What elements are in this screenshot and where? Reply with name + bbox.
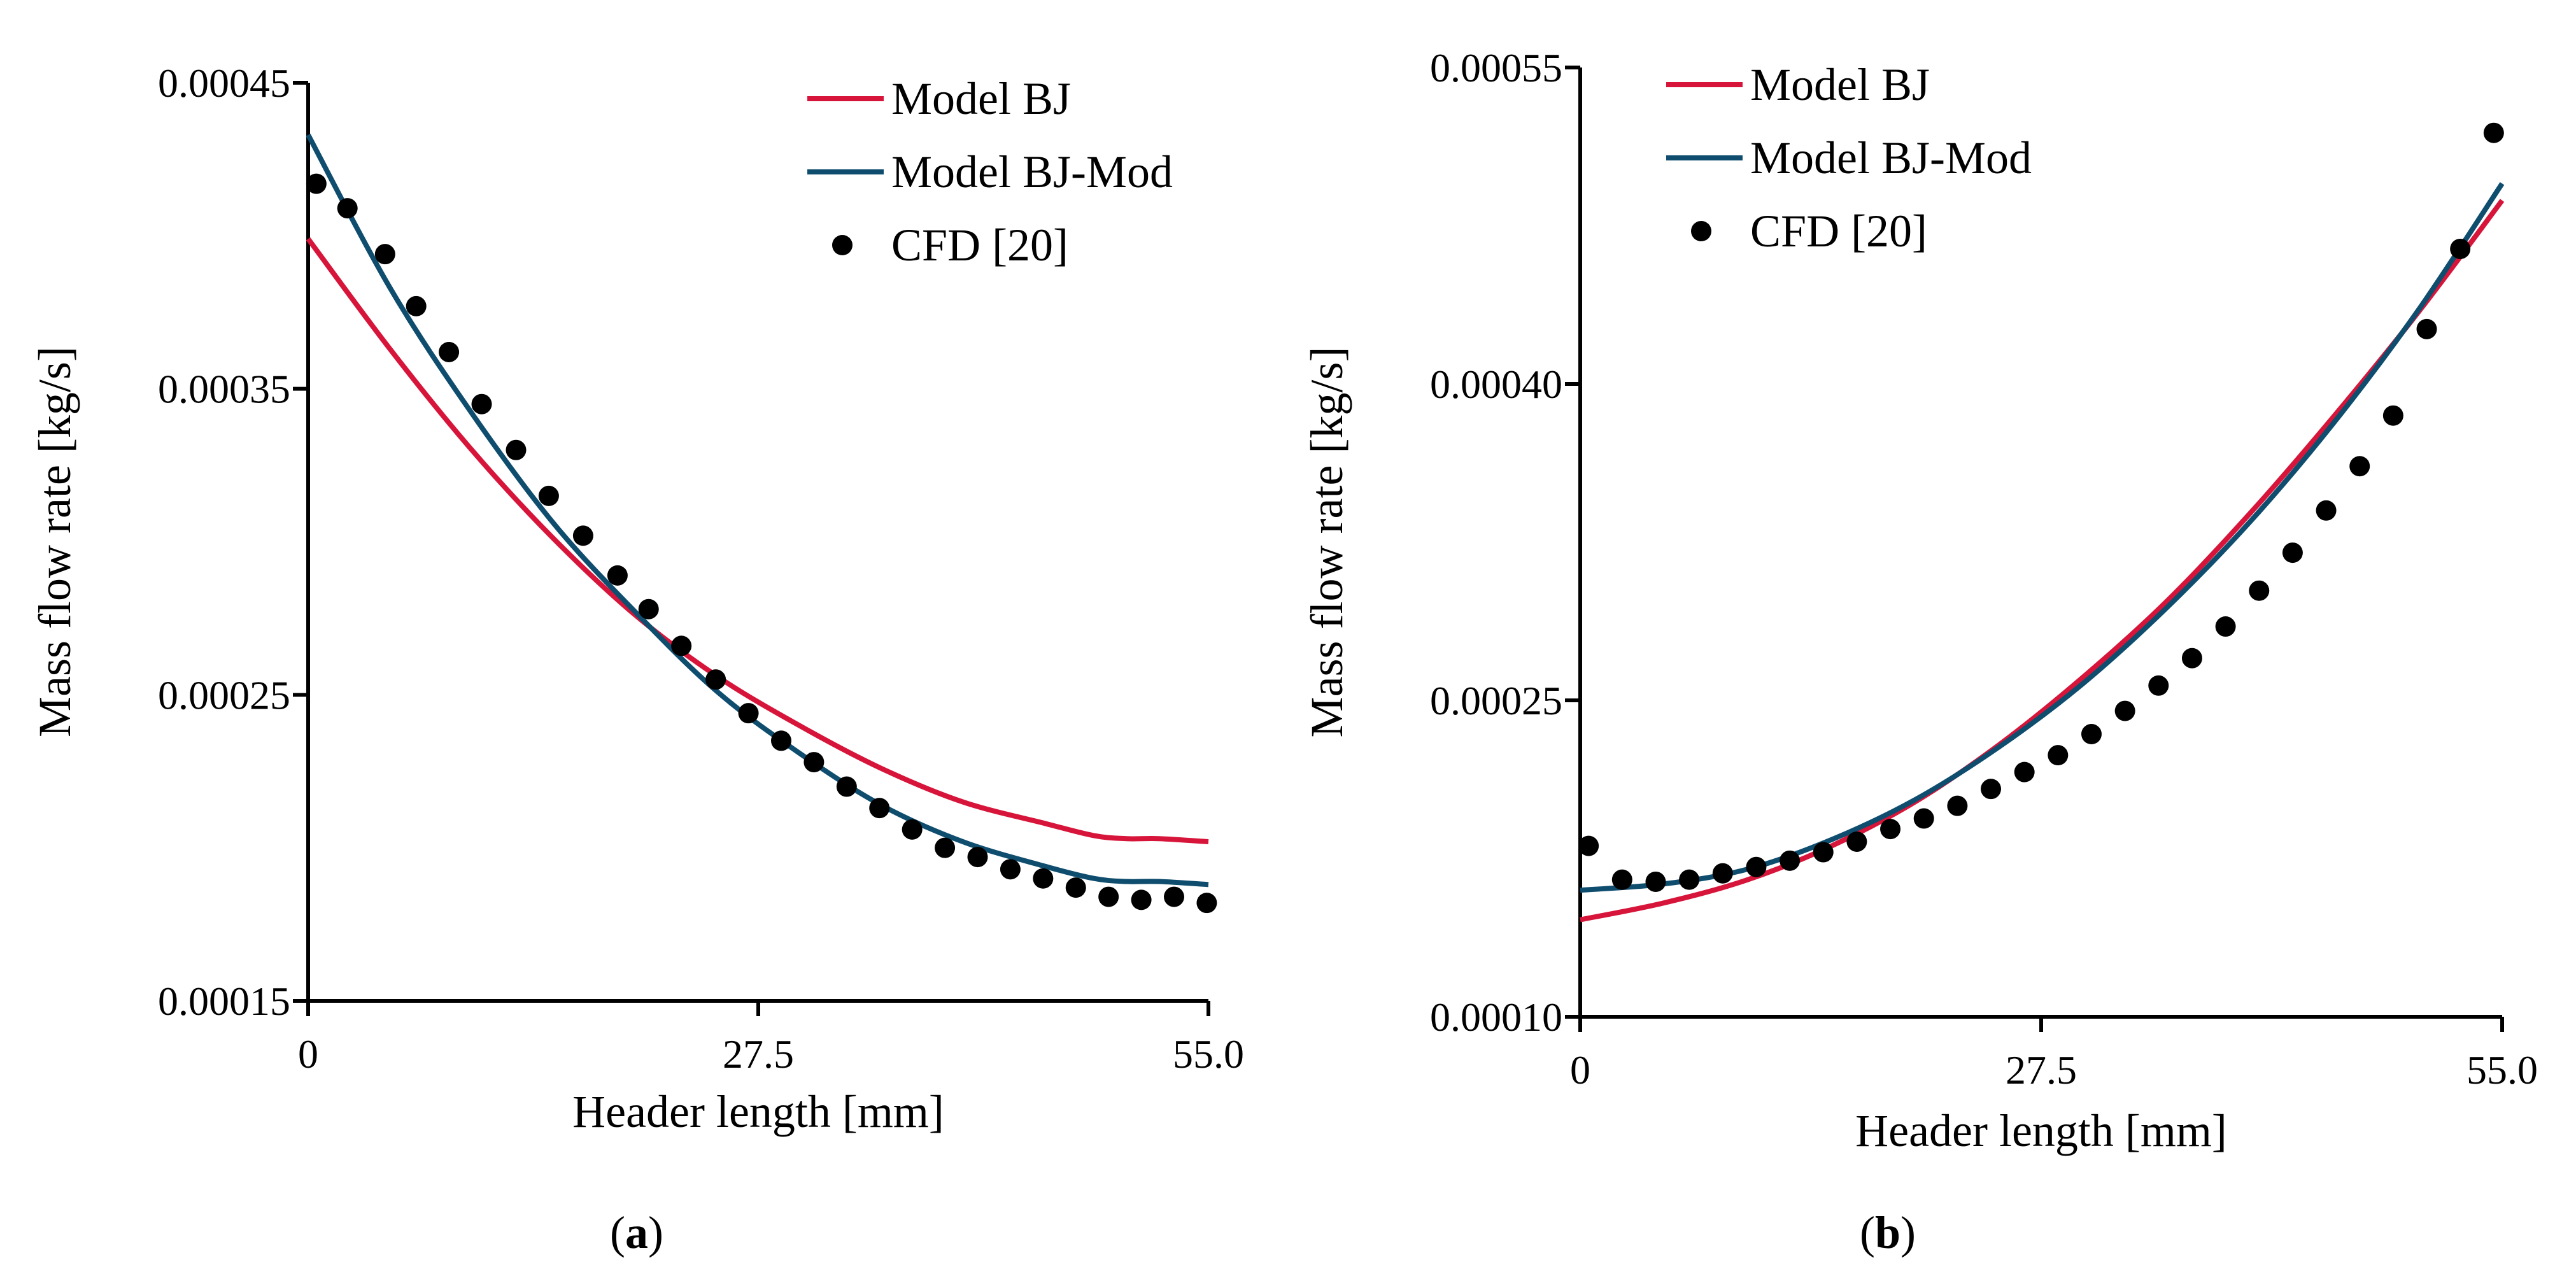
cfd-data-point <box>439 341 460 362</box>
cfd-data-point <box>2316 500 2337 521</box>
cfd-data-point <box>1913 808 1934 829</box>
x-tick-label: 0 <box>1570 1047 1590 1093</box>
cfd-data-point <box>1098 886 1119 907</box>
legend-label: Model BJ-Mod <box>891 146 1173 197</box>
cfd-data-point <box>2416 318 2437 339</box>
cfd-data-point <box>935 837 956 858</box>
cfd-data-point <box>836 776 857 797</box>
cfd-data-point <box>671 635 692 656</box>
cfd-data-point <box>2048 745 2069 766</box>
legend-dot-swatch <box>832 235 853 255</box>
chart-panel-a: 0.00015 0.00025 0.00035 0.00045 0 27.5 55.0 Hea… <box>29 60 1244 1258</box>
cfd-data-point <box>967 847 988 868</box>
cfd-data-point <box>572 525 593 546</box>
cfd-data-point <box>1981 779 2002 800</box>
y-tick-label: 0.00010 <box>1430 994 1562 1040</box>
y-tick-label: 0.00040 <box>1430 362 1562 407</box>
y-tick-label: 0.00045 <box>158 60 290 106</box>
cfd-data-point <box>1645 871 1666 892</box>
cfd-data-point <box>1947 795 1968 816</box>
caption-close-paren: ) <box>1900 1207 1916 1258</box>
cfd-data-point <box>1880 819 1901 840</box>
caption-open-paren: ( <box>1860 1207 1875 1258</box>
cfd-data-point <box>538 485 559 506</box>
cfd-data-point <box>2114 700 2135 721</box>
y-axis-label: Mass flow rate [kg/s] <box>29 346 80 737</box>
caption-close-paren: ) <box>648 1207 663 1258</box>
y-tick-label: 0.00025 <box>1430 678 1562 723</box>
cfd-data-point <box>1196 893 1217 914</box>
x-tick-label: 27.5 <box>723 1031 794 1077</box>
cfd-data-point <box>406 295 427 316</box>
x-tick-label: 27.5 <box>2006 1047 2077 1093</box>
series-line-model-bj <box>1580 199 2505 923</box>
cfd-data-point <box>902 819 923 840</box>
legend-label: CFD [20] <box>891 220 1068 271</box>
panel-caption: (b) <box>1860 1207 1916 1258</box>
cfd-data-point <box>2282 542 2303 563</box>
y-tick-label: 0.00025 <box>158 672 290 718</box>
chart-panel-b: 0.00010 0.00025 0.00040 0.00055 0 27.5 55.0 Hea… <box>1301 45 2538 1258</box>
cfd-data-point <box>1611 869 1632 890</box>
legend-dot-swatch <box>1691 221 1711 241</box>
caption-letter: a <box>625 1207 648 1258</box>
cfd-data-point <box>1578 835 1599 856</box>
cfd-data-point <box>770 730 791 751</box>
cfd-data-point <box>2349 456 2370 477</box>
cfd-data-point <box>337 198 358 219</box>
series-line-model-bj-mod <box>1580 182 2505 893</box>
cfd-data-point <box>2450 238 2471 259</box>
cfd-data-point <box>2215 616 2236 637</box>
y-tick-label: 0.00035 <box>158 367 290 412</box>
series-line-model-bj-mod <box>306 133 1209 888</box>
y-tick-label: 0.00015 <box>158 979 290 1024</box>
cfd-data-point <box>506 439 527 460</box>
x-tick-label: 0 <box>298 1031 318 1077</box>
cfd-data-point <box>1164 886 1185 907</box>
cfd-data-point <box>1065 877 1086 898</box>
caption-open-paren: ( <box>610 1207 625 1258</box>
legend-label: Model BJ-Mod <box>1750 132 2032 183</box>
cfd-data-point <box>869 798 890 819</box>
legend-label: CFD [20] <box>1750 206 1927 257</box>
x-tick-label: 55.0 <box>1173 1031 1244 1077</box>
cfd-data-point <box>738 703 759 724</box>
cfd-data-point <box>803 752 824 773</box>
cfd-data-point <box>638 598 659 619</box>
caption-letter: b <box>1875 1207 1900 1258</box>
y-tick-label: 0.00055 <box>1430 45 1562 90</box>
cfd-data-point <box>1846 831 1867 852</box>
cfd-data-point <box>1746 856 1767 877</box>
cfd-data-point <box>1780 850 1801 871</box>
cfd-data-point <box>2148 675 2169 696</box>
cfd-data-point <box>1033 868 1054 889</box>
series-line-model-bj <box>306 237 1209 845</box>
cfd-data-point <box>2181 648 2202 669</box>
x-axis-label: Header length [mm] <box>1855 1105 2227 1156</box>
y-axis-label: Mass flow rate [kg/s] <box>1301 347 1352 738</box>
cfd-data-point <box>2249 580 2270 601</box>
cfd-data-point <box>2382 405 2403 426</box>
cfd-data-point <box>705 669 726 690</box>
cfd-data-point <box>306 173 327 194</box>
cfd-data-point <box>1000 859 1021 880</box>
panel-caption: (a) <box>610 1207 663 1258</box>
x-tick-label: 55.0 <box>2466 1047 2538 1093</box>
cfd-data-point <box>2081 724 2102 745</box>
cfd-data-point <box>607 565 628 586</box>
cfd-data-point <box>1679 869 1700 890</box>
cfd-data-point <box>374 244 395 265</box>
x-axis-label: Header length [mm] <box>572 1086 944 1137</box>
cfd-data-point <box>471 393 492 414</box>
cfd-data-point <box>1131 889 1152 910</box>
legend-label: Model BJ <box>1750 59 1930 110</box>
cfd-data-point <box>1813 842 1834 863</box>
legend-label: Model BJ <box>891 73 1071 124</box>
cfd-data-point <box>2483 122 2504 143</box>
cfd-data-point <box>1712 863 1733 884</box>
cfd-data-point <box>2014 761 2035 782</box>
